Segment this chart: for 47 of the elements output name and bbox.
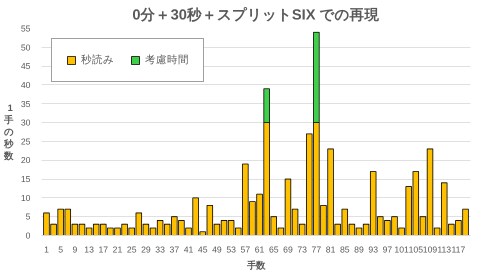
y-tick-label: 45	[20, 61, 31, 72]
chart-title: 0分＋30秒＋スプリットSIX での再現	[132, 6, 381, 24]
x-tick-label: 5	[58, 244, 64, 254]
y-tick-label: 5	[26, 212, 31, 222]
x-tick-label: 117	[452, 244, 466, 254]
x-tick-label: 21	[112, 244, 122, 254]
x-tick-label: 89	[354, 244, 364, 254]
x-tick-label: 41	[184, 244, 194, 254]
x-tick-label: 81	[326, 244, 336, 254]
x-tick-label: 73	[297, 244, 308, 254]
y-tick-label: 20	[20, 155, 31, 166]
x-axis-title: 手数	[246, 260, 266, 270]
y-axis-title: 1手の秒数	[2, 103, 14, 161]
x-tick-label: 17	[98, 244, 108, 254]
y-tick-label: 50	[20, 42, 31, 52]
x-tick-label: 13	[84, 244, 94, 254]
x-tick-label: 69	[283, 244, 293, 254]
x-tick-label: 1	[44, 244, 50, 254]
legend-label: 考慮時間	[145, 53, 189, 67]
y-tick-label: 15	[20, 174, 31, 184]
x-tick-label: 105	[408, 244, 424, 254]
y-tick-label: 10	[20, 192, 31, 203]
x-tick-label: 49	[212, 244, 222, 254]
x-tick-label: 109	[422, 244, 438, 254]
x-tick-label: 97	[382, 244, 392, 254]
x-tick-label: 37	[170, 244, 180, 254]
x-tick-label: 57	[240, 244, 250, 254]
legend-label: 秒読み	[81, 53, 114, 67]
x-tick-label: 101	[394, 244, 410, 254]
y-tick-label: 55	[20, 24, 31, 34]
y-tick-label: 0	[26, 230, 31, 240]
x-tick-label: 33	[155, 244, 166, 254]
x-tick-label: 29	[141, 244, 151, 254]
x-tick-label: 77	[312, 244, 322, 254]
x-tick-label: 113	[437, 244, 452, 254]
x-tick-label: 53	[226, 244, 236, 254]
x-tick-label: 9	[72, 244, 78, 254]
x-tick-label: 61	[254, 244, 265, 254]
x-tick-label: 85	[340, 244, 350, 254]
y-tick-label: 35	[20, 98, 31, 109]
x-tick-label: 93	[368, 244, 378, 254]
x-tick-label: 65	[268, 244, 279, 254]
y-tick-label: 25	[20, 136, 31, 146]
y-tick-label: 30	[20, 118, 31, 128]
x-tick-label: 25	[126, 244, 137, 254]
x-tick-label: 45	[198, 244, 208, 254]
y-tick-label: 40	[20, 80, 31, 90]
